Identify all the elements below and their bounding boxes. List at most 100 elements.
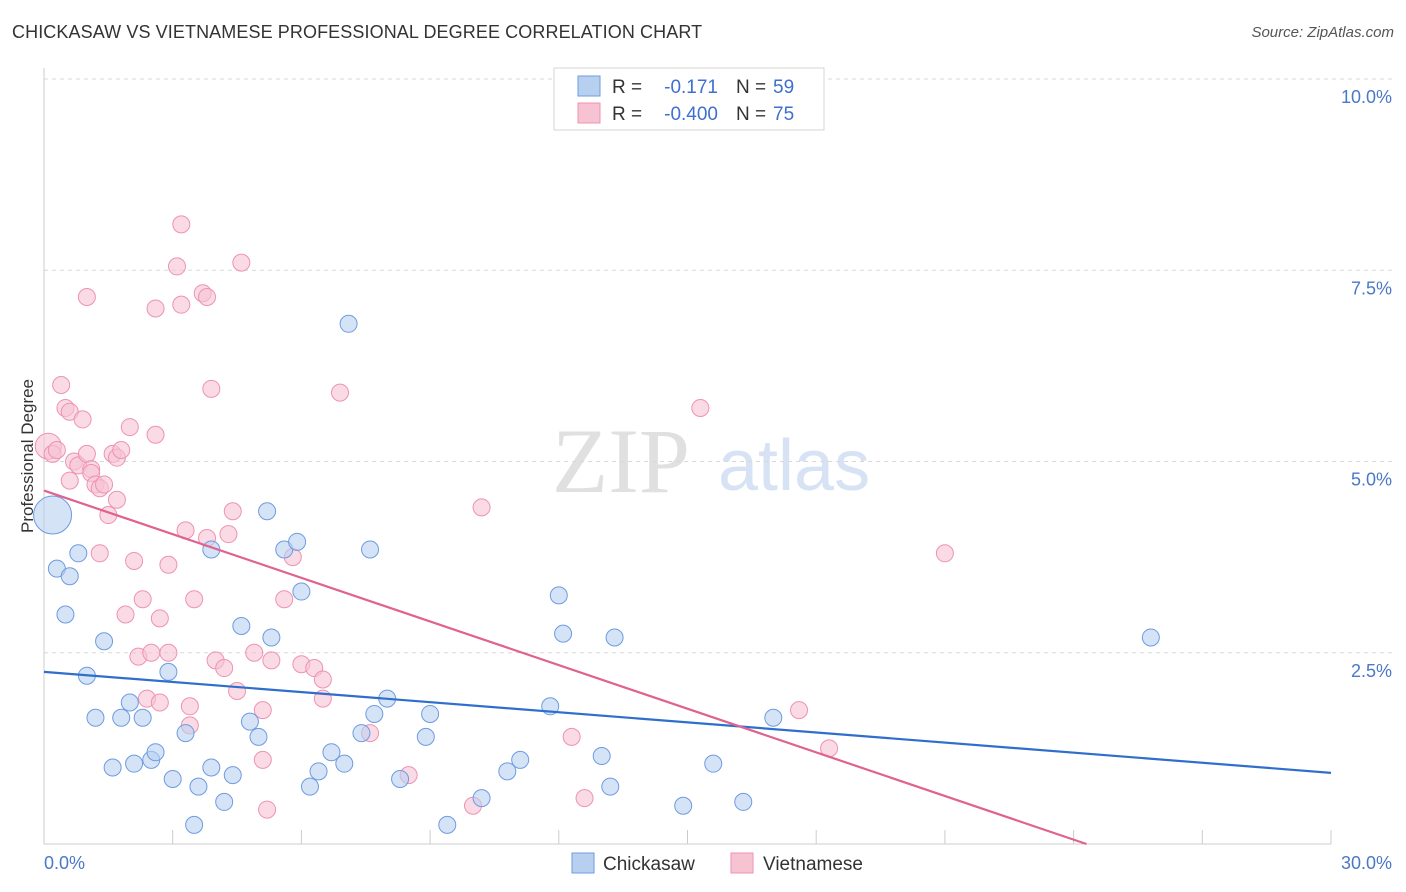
vietnamese-point bbox=[107, 490, 126, 509]
vietnamese-point bbox=[219, 525, 238, 544]
chickasaw-point bbox=[258, 502, 277, 521]
chickasaw-point bbox=[240, 712, 259, 731]
chickasaw-point bbox=[95, 632, 114, 651]
legend-swatch-chickasaw bbox=[577, 75, 601, 97]
vietnamese-point bbox=[935, 544, 954, 563]
series-vietnamese bbox=[34, 215, 954, 819]
vietnamese-point bbox=[159, 643, 178, 662]
chickasaw-point bbox=[416, 727, 435, 746]
vietnamese-point bbox=[253, 701, 272, 720]
chickasaw-point bbox=[322, 743, 341, 762]
bottom-legend-swatch-vietnamese bbox=[730, 852, 754, 874]
chickasaw-point bbox=[1141, 628, 1160, 647]
vietnamese-point bbox=[262, 651, 281, 670]
chickasaw-point bbox=[734, 792, 753, 811]
vietnamese-point bbox=[790, 701, 809, 720]
correlation-legend: R = -0.171 N = 59 R = -0.400 N = 75 bbox=[553, 67, 825, 131]
y-tick-label: 2.5% bbox=[1351, 661, 1392, 681]
trend-lines bbox=[43, 489, 1332, 846]
chickasaw-point bbox=[159, 662, 178, 681]
chickasaw-point bbox=[300, 777, 319, 796]
vietnamese-point bbox=[95, 475, 114, 494]
y-tick-label: 5.0% bbox=[1351, 470, 1392, 490]
vietnamese-point bbox=[77, 444, 96, 463]
gridlines bbox=[44, 78, 1392, 654]
chickasaw-point bbox=[60, 567, 79, 586]
vietnamese-trend-line bbox=[43, 489, 1087, 846]
chickasaw-point bbox=[185, 815, 204, 834]
chickasaw-point bbox=[309, 762, 328, 781]
chickasaw-point bbox=[215, 792, 234, 811]
chickasaw-point bbox=[292, 582, 311, 601]
chickasaw-point bbox=[288, 532, 307, 551]
x-ticks bbox=[172, 830, 1332, 844]
chickasaw-point bbox=[674, 796, 693, 815]
vietnamese-point bbox=[133, 590, 152, 609]
vietnamese-point bbox=[150, 609, 169, 628]
series-legend: Chickasaw Vietnamese bbox=[571, 852, 863, 875]
vietnamese-point bbox=[232, 253, 251, 272]
vietnamese-point bbox=[146, 425, 165, 444]
vietnamese-point bbox=[253, 750, 272, 769]
vietnamese-point bbox=[275, 590, 294, 609]
chickasaw-point bbox=[33, 495, 73, 535]
chickasaw-point bbox=[56, 605, 75, 624]
chart-title: CHICKASAW VS VIETNAMESE PROFESSIONAL DEG… bbox=[12, 22, 703, 42]
series-chickasaw bbox=[33, 314, 1160, 834]
y-tick-label: 10.0% bbox=[1341, 87, 1392, 107]
vietnamese-point bbox=[77, 288, 96, 307]
vietnamese-point bbox=[120, 418, 139, 437]
chickasaw-point bbox=[120, 693, 139, 712]
x-tick-label-max: 30.0% bbox=[1341, 853, 1392, 873]
y-axis-label: Professional Degree bbox=[18, 379, 37, 533]
vietnamese-point bbox=[180, 697, 199, 716]
chickasaw-point bbox=[472, 789, 491, 808]
vietnamese-point bbox=[313, 670, 332, 689]
bottom-legend-chickasaw: Chickasaw bbox=[603, 854, 695, 875]
chickasaw-point bbox=[421, 704, 440, 723]
chickasaw-point bbox=[365, 704, 384, 723]
vietnamese-point bbox=[150, 693, 169, 712]
chickasaw-trend-line bbox=[43, 670, 1332, 774]
vietnamese-point bbox=[472, 498, 491, 517]
bottom-legend-vietnamese: Vietnamese bbox=[763, 854, 863, 875]
chickasaw-point bbox=[339, 314, 358, 333]
legend-swatch-vietnamese bbox=[577, 102, 601, 124]
chickasaw-point bbox=[125, 754, 144, 773]
vietnamese-point bbox=[202, 379, 221, 398]
vietnamese-point bbox=[167, 257, 186, 276]
vietnamese-point bbox=[159, 555, 178, 574]
chickasaw-point bbox=[103, 758, 122, 777]
chickasaw-point bbox=[176, 724, 195, 743]
chickasaw-point bbox=[189, 777, 208, 796]
legend-r-label-1: R = bbox=[612, 77, 642, 98]
chickasaw-point bbox=[549, 586, 568, 605]
vietnamese-point bbox=[198, 288, 217, 307]
chickasaw-point bbox=[391, 769, 410, 788]
vietnamese-point bbox=[223, 502, 242, 521]
chickasaw-point bbox=[438, 815, 457, 834]
chickasaw-point bbox=[163, 769, 182, 788]
vietnamese-point bbox=[331, 383, 350, 402]
chickasaw-point bbox=[511, 750, 530, 769]
chickasaw-point bbox=[592, 747, 611, 766]
vietnamese-point bbox=[47, 441, 66, 460]
chickasaw-point bbox=[146, 743, 165, 762]
bottom-legend-swatch-chickasaw bbox=[571, 852, 595, 874]
vietnamese-point bbox=[90, 544, 109, 563]
legend-r-value-2: -0.400 bbox=[664, 104, 718, 125]
vietnamese-point bbox=[52, 376, 71, 394]
y-tick-label: 7.5% bbox=[1351, 278, 1392, 298]
vietnamese-point bbox=[215, 659, 234, 678]
watermark-atlas: atlas bbox=[718, 426, 870, 506]
chickasaw-point bbox=[69, 544, 88, 563]
vietnamese-point bbox=[142, 643, 161, 662]
legend-n-value-1: 59 bbox=[773, 77, 794, 98]
legend-n-value-2: 75 bbox=[773, 104, 794, 125]
chickasaw-point bbox=[232, 616, 251, 635]
chickasaw-point bbox=[133, 708, 152, 727]
legend-n-label-2: N = bbox=[736, 104, 766, 125]
chickasaw-point bbox=[704, 754, 723, 773]
chickasaw-point bbox=[202, 758, 221, 777]
